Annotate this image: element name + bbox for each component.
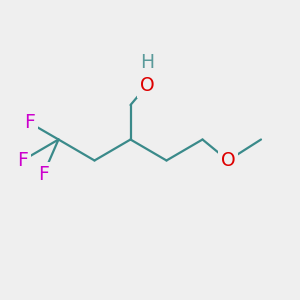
Text: O: O — [221, 151, 235, 170]
Text: F: F — [17, 151, 28, 170]
Text: O: O — [140, 76, 154, 95]
Text: F: F — [25, 113, 35, 133]
Text: H: H — [140, 53, 154, 73]
Text: F: F — [38, 164, 49, 184]
